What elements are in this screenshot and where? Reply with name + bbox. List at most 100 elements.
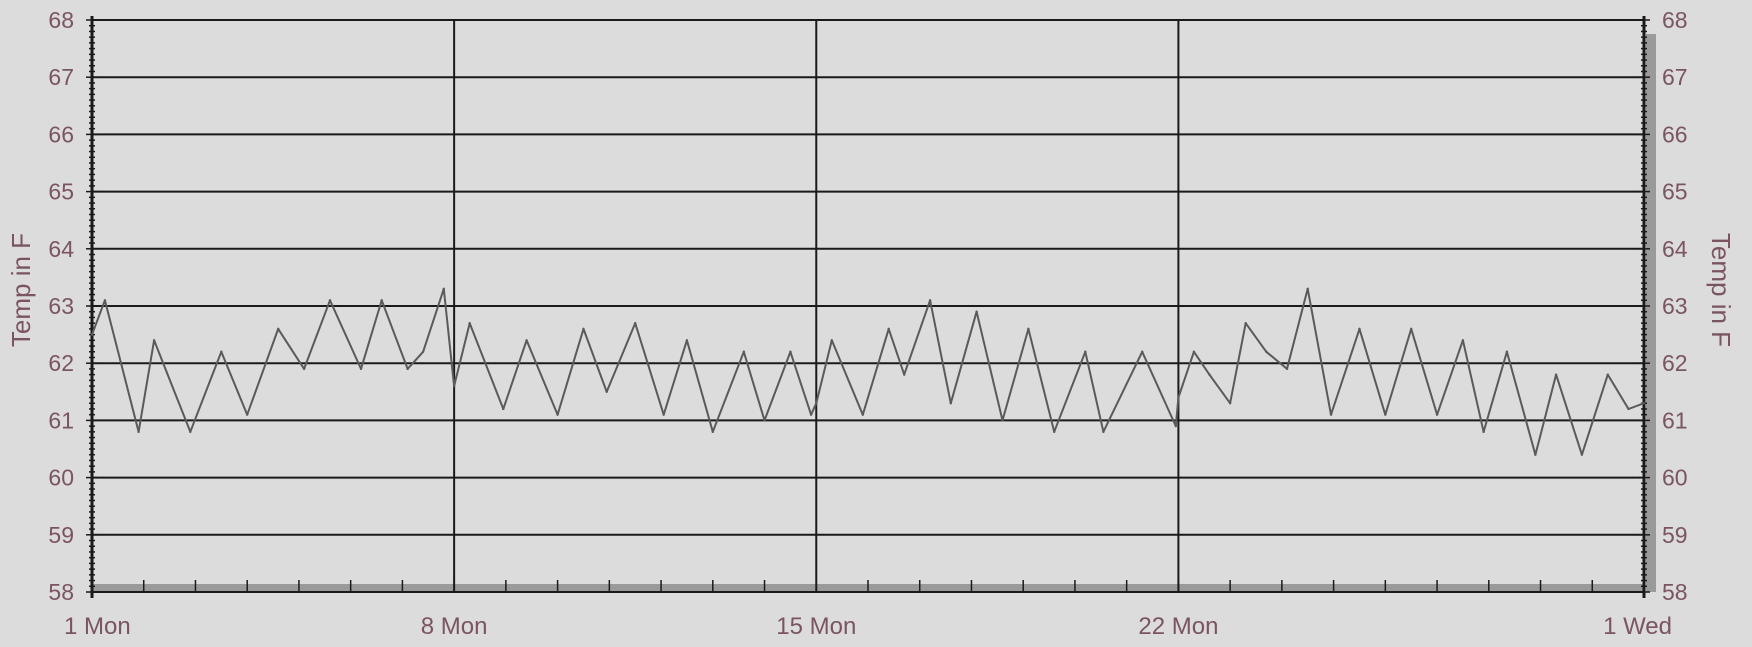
- series-point: [442, 287, 445, 291]
- series-point: [1102, 430, 1105, 434]
- series-point: [1606, 373, 1609, 376]
- series-point: [525, 339, 528, 342]
- y-axis-label-left: Temp in F: [6, 233, 36, 347]
- series-point: [1177, 396, 1180, 399]
- series-layer: [90, 287, 1646, 456]
- y-tick-label-right: 65: [1662, 179, 1688, 205]
- right-band-rect: [1646, 34, 1656, 592]
- series-point: [468, 321, 471, 325]
- y-tick-label-right: 64: [1662, 236, 1688, 262]
- series-point: [1554, 373, 1558, 376]
- x-tick-label: 1 Wed: [1603, 613, 1672, 640]
- series-point: [246, 413, 249, 416]
- y-tick-label-right: 63: [1662, 293, 1688, 319]
- series-point: [1027, 327, 1030, 331]
- y-tick-label-left: 59: [48, 522, 74, 548]
- series-point: [763, 419, 766, 422]
- series-point: [1534, 453, 1537, 456]
- series-point: [1461, 339, 1465, 342]
- y-tick-label-right: 58: [1662, 579, 1688, 605]
- series-point: [189, 430, 192, 434]
- y-tick-label-left: 60: [48, 465, 74, 491]
- series-point: [887, 327, 890, 331]
- series-point: [1001, 419, 1004, 422]
- y-tick-label-right: 59: [1662, 522, 1688, 548]
- series-point: [152, 339, 156, 342]
- y-tick-label-left: 62: [48, 350, 74, 376]
- y-tick-label-left: 58: [48, 579, 74, 605]
- series-point: [975, 310, 978, 313]
- y-tick-label-left: 61: [48, 407, 74, 433]
- series-point: [1192, 350, 1196, 353]
- bottom-band: [92, 34, 1656, 592]
- series-point: [830, 339, 833, 342]
- x-tick-label: 1 Mon: [64, 613, 131, 640]
- series-point: [90, 333, 94, 336]
- series-point: [1306, 287, 1309, 291]
- y-tick-label-left: 64: [48, 236, 74, 262]
- series-point: [1358, 327, 1361, 331]
- series-point: [1084, 350, 1087, 353]
- series-point: [103, 299, 107, 302]
- y-tick-label-left: 65: [48, 179, 74, 205]
- axis-ticks: [86, 19, 1650, 593]
- series-point: [582, 327, 585, 331]
- series-point: [1174, 424, 1178, 428]
- y-tick-label-right: 62: [1662, 350, 1688, 376]
- series-point: [277, 327, 280, 331]
- y-tick-label-left: 67: [48, 64, 74, 90]
- x-tick-label: 22 Mon: [1138, 613, 1218, 640]
- series-point: [949, 402, 952, 405]
- y-tick-label-right: 68: [1662, 7, 1688, 33]
- series-point: [502, 407, 505, 411]
- series-point: [421, 350, 425, 353]
- series-point: [1410, 327, 1413, 331]
- y-tick-label-right: 61: [1662, 407, 1688, 433]
- series-point: [359, 367, 363, 371]
- series-point: [1329, 413, 1333, 416]
- series-point: [634, 321, 637, 325]
- x-tick-label: 8 Mon: [421, 613, 488, 640]
- series-point: [861, 413, 865, 416]
- y-tick-label-left: 66: [48, 121, 74, 147]
- series-point: [903, 373, 906, 376]
- series-point: [815, 402, 818, 405]
- series-point: [1285, 367, 1289, 371]
- series-point: [605, 390, 608, 393]
- series-point: [302, 367, 306, 371]
- series-point: [1265, 350, 1268, 353]
- series-point: [662, 413, 665, 416]
- series-point: [406, 367, 409, 371]
- series-line-0: [91, 287, 1645, 456]
- y-tick-label-left: 63: [48, 293, 74, 319]
- y-tick-label-right: 60: [1662, 465, 1688, 491]
- series-point: [1482, 430, 1485, 434]
- series-point: [452, 384, 456, 388]
- series-point: [1580, 453, 1584, 456]
- series-point: [1228, 402, 1232, 405]
- series-point: [1140, 350, 1144, 353]
- series-point: [1384, 413, 1387, 416]
- series-point: [1053, 430, 1056, 434]
- grid: [91, 19, 1645, 593]
- series-point: [789, 350, 792, 353]
- series-point: [928, 299, 932, 302]
- series-point: [380, 299, 383, 302]
- series-point: [711, 430, 714, 434]
- series-point: [137, 430, 140, 434]
- series-point: [1505, 350, 1509, 353]
- y-axis-label-right: Temp in F: [1706, 233, 1736, 347]
- series-point: [809, 413, 813, 416]
- series-point: [685, 339, 689, 342]
- axis-labels: 58 58 59 59 60 60 61 61 62 62 63 63 64 64 65 65 66 66 67 67…: [48, 7, 1687, 640]
- y-tick-label-right: 66: [1662, 121, 1688, 147]
- series-point: [328, 299, 332, 302]
- series-point: [1642, 402, 1646, 405]
- series-point: [1208, 373, 1211, 376]
- series-point: [1435, 413, 1439, 416]
- series-point: [556, 413, 559, 416]
- x-tick-label: 15 Mon: [776, 613, 856, 640]
- y-tick-label-right: 67: [1662, 64, 1688, 90]
